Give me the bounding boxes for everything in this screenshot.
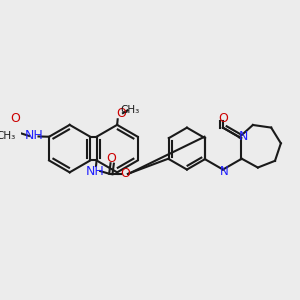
Text: CH₃: CH₃: [120, 104, 139, 115]
Text: O: O: [120, 167, 130, 180]
Text: O: O: [106, 152, 116, 165]
Text: CH₃: CH₃: [0, 131, 16, 141]
Text: O: O: [10, 112, 20, 125]
Text: N: N: [238, 130, 248, 143]
Text: NH: NH: [24, 129, 43, 142]
Text: O: O: [218, 112, 228, 125]
Text: O: O: [116, 107, 126, 120]
Text: N: N: [220, 165, 229, 178]
Text: NH: NH: [86, 165, 104, 178]
